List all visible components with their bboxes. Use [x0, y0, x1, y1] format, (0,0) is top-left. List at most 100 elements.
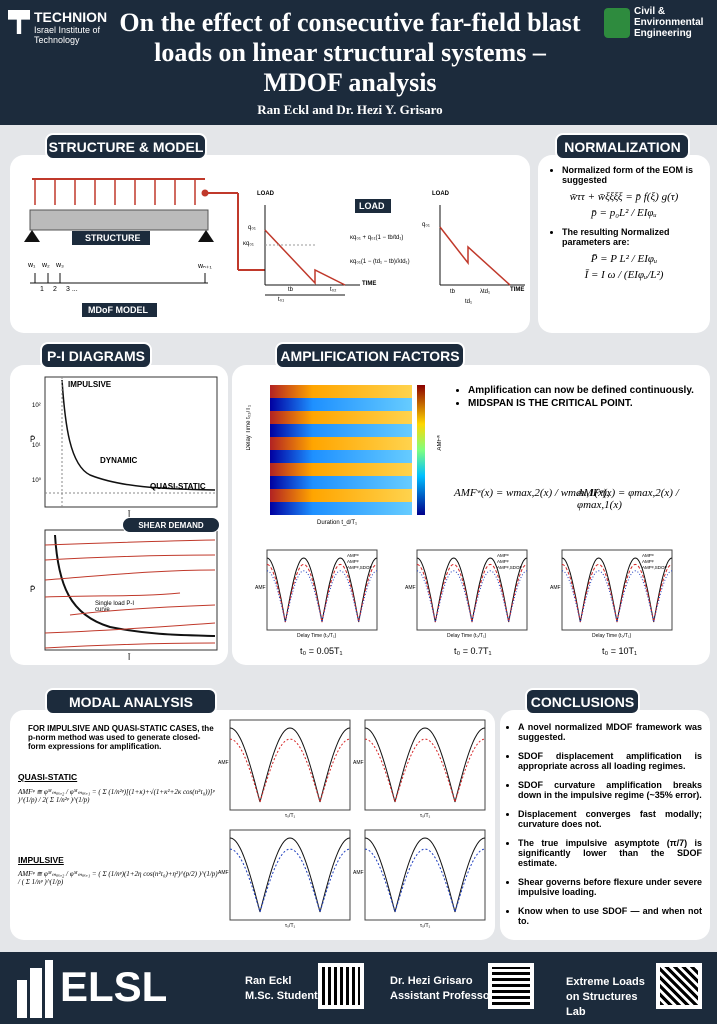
equation: p̄ = p₀L² / EIφᵤ [591, 207, 657, 219]
dept-logo [604, 8, 630, 38]
axis-label: P̄ [30, 435, 36, 444]
legend-entry: AMFᵠ,SDOF [497, 565, 523, 570]
node-label: w₁ [28, 262, 36, 269]
heatmap-band [270, 437, 412, 450]
legend-entry: AMFʷ [497, 553, 509, 558]
model-tick: 1 [40, 286, 44, 293]
lab-short: ELSL [60, 963, 168, 1010]
axis-label: AMF [405, 585, 416, 591]
plot-frame [229, 719, 351, 811]
equation: AMFᵠ ≅ φᴹₘₐₓ,₂ / φᴹₘₐₓ,₁ = ( Σ (1/nᵖ)(1+… [18, 870, 218, 886]
axis-label: AMF [218, 760, 229, 766]
time-label: t₀₁ [278, 297, 285, 303]
axis-label: AMF [255, 585, 266, 591]
lab-logo [17, 960, 53, 1018]
bullet: The true impulsive asymptote (π/7) is si… [518, 838, 702, 868]
colorbar-label: AMFʷ [437, 435, 443, 451]
time-label: td₁ [465, 299, 473, 305]
bullet: Amplification can now be defined continu… [468, 385, 704, 396]
axis-label: τ₀/T₁ [420, 813, 431, 819]
plot-frame [561, 549, 673, 631]
axis-label: Delay Time (t₀/T₁) [297, 633, 337, 639]
heatmap-band [270, 489, 412, 502]
normalization-panel: Normalized form of the EOM is suggested … [538, 155, 710, 333]
title: On the effect of consecutive far-field b… [119, 8, 581, 97]
bullet: A novel normalized MDOF framework was su… [518, 722, 702, 742]
plot-frame [266, 549, 378, 631]
bullet: MIDSPAN IS THE CRITICAL POINT. [468, 398, 704, 409]
section-tab: MODAL ANALYSIS [45, 688, 217, 715]
heatmap-band [270, 463, 412, 476]
axis-label: P̄ [30, 585, 36, 594]
heatmap-band [270, 411, 412, 424]
sub-tab: SHEAR DEMAND [122, 517, 220, 533]
curve [364, 738, 486, 804]
axis-label: TIME [510, 287, 525, 293]
bullet: Shear governs before flexure under sever… [518, 877, 702, 897]
node-label: wₙ₊₁ [198, 263, 212, 270]
heatmap-band [270, 476, 412, 489]
heatmap-band [270, 450, 412, 463]
bullet: Normalized form of the EOM is suggested [562, 165, 700, 185]
caption: t₀ = 10T₁ [602, 646, 638, 656]
legend-entry: AMFʷ [347, 553, 359, 558]
plot-frame [364, 719, 486, 811]
tick-label: 10¹ [32, 443, 41, 449]
qr-code[interactable] [488, 963, 534, 1009]
plot-frame [364, 829, 486, 921]
person-name: Ran Eckl [245, 975, 292, 987]
legend-entry: AMFᵠ,SDOF [642, 565, 668, 570]
amplification-panel: Delay Time t₀₂/T₁ Duration t_d/T₁ AMFʷ A… [232, 365, 710, 665]
person-role: M.Sc. Student [245, 990, 318, 1002]
curve [364, 727, 486, 803]
bullet: Displacement converges fast modally; cur… [518, 809, 702, 829]
legend-entry: AMFᵠ [497, 559, 509, 564]
heatmap-band [270, 385, 412, 398]
model-label: MDoF MODEL [88, 305, 148, 315]
axis-label: TIME [362, 281, 377, 287]
tick-label: 10² [32, 403, 41, 409]
header [0, 0, 717, 125]
conclusions-panel: A novel normalized MDOF framework was su… [500, 710, 710, 940]
axis-label: Ī [128, 653, 131, 662]
modal-panel: FOR IMPULSIVE AND QUASI-STATIC CASES, th… [10, 710, 495, 940]
section-tab: AMPLIFICATION FACTORS [275, 342, 465, 369]
section-tab: STRUCTURE & MODEL [45, 133, 207, 160]
node-label: w₃ [56, 262, 64, 269]
lab-name: Extreme Loads on Structures Lab [566, 976, 645, 1018]
bullet: SDOF displacement amplification is appro… [518, 751, 702, 771]
time-label: t₀₂ [330, 287, 337, 293]
axis-label: τ₀/T₁ [420, 923, 431, 929]
heatmap-band [270, 398, 412, 411]
pi-panel: IMPULSIVE DYNAMIC QUASI-STATIC P̄ Ī 10² … [10, 365, 228, 665]
curve [364, 837, 486, 913]
equation: P̄ = P L² / EIφᵤ [590, 253, 658, 265]
caption: t₀ = 0.05T₁ [300, 646, 343, 656]
tick-label: 10⁰ [32, 478, 42, 484]
amplification-figures [266, 385, 673, 631]
axis-label: Ī [128, 510, 131, 519]
axis-label: τ₀/T₁ [285, 923, 296, 929]
region-label: QUASI-STATIC [150, 482, 206, 491]
label: QUASI-STATIC [18, 772, 78, 782]
axis-label: AMF [353, 760, 364, 766]
equation: AMFᵠ(x) = φmax,2(x) / φmax,1(x) [577, 487, 679, 511]
heatmap-band [270, 424, 412, 437]
time-label: tb [450, 289, 456, 295]
legend-entry: AMFᵠ [642, 559, 654, 564]
curve [266, 563, 378, 623]
axis-label: Delay Time t₀₂/T₁ [246, 405, 252, 451]
institution: TECHNION [34, 9, 108, 25]
equation: AMFᵠ ≅ φᴹₘₐₓ,₂ / φᴹₘₐₓ,₁ = ( Σ (1/n²ᵖ)[(… [18, 788, 215, 804]
axis-label: AMF [218, 870, 229, 876]
level-label: κq₀₁ [243, 241, 254, 247]
caption: t₀ = 0.7T₁ [454, 646, 492, 656]
qr-code[interactable] [318, 963, 364, 1009]
region-label: IMPULSIVE [68, 380, 112, 389]
curve [416, 563, 528, 623]
curve [229, 837, 351, 913]
curve [364, 848, 486, 914]
annotation: Single load P-I curve [95, 601, 135, 613]
qr-code[interactable] [656, 963, 702, 1009]
